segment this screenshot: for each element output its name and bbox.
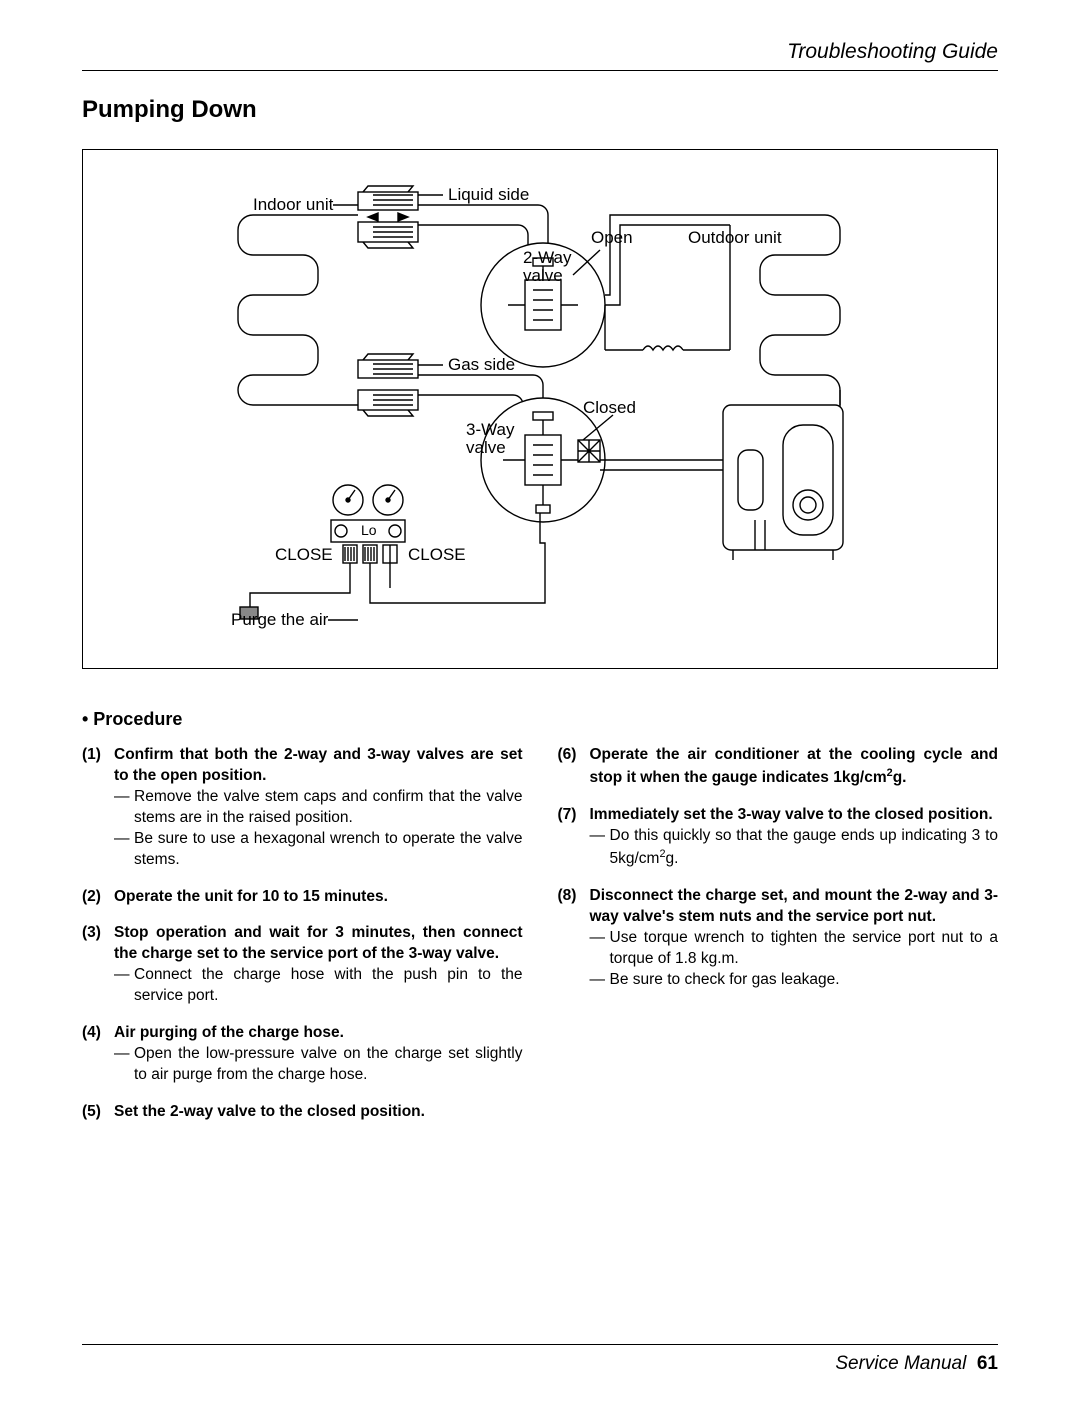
step-bullet: —Use torque wrench to tighten the servic… — [590, 928, 999, 970]
step-body: Operate the unit for 10 to 15 minutes. — [114, 887, 523, 908]
procedure-step: (7)Immediately set the 3-way valve to th… — [558, 805, 999, 870]
step-title: Air purging of the charge hose. — [114, 1023, 523, 1044]
bullet-text: Remove the valve stem caps and confirm t… — [134, 787, 523, 829]
footer-page: 61 — [977, 1353, 998, 1374]
label-gas-side: Gas side — [448, 355, 515, 375]
step-number: (8) — [558, 886, 590, 991]
diagram-svg — [83, 150, 999, 670]
page-header: Troubleshooting Guide — [82, 40, 998, 71]
step-body: Disconnect the charge set, and mount the… — [590, 886, 999, 991]
procedure-columns: (1)Confirm that both the 2-way and 3-way… — [82, 745, 998, 1139]
procedure-col-right: (6)Operate the air conditioner at the co… — [558, 745, 999, 1139]
step-number: (6) — [558, 745, 590, 789]
step-title: Immediately set the 3-way valve to the c… — [590, 805, 999, 826]
label-close-right: CLOSE — [408, 545, 466, 565]
bullet-dash: — — [114, 829, 134, 871]
step-number: (4) — [82, 1023, 114, 1086]
step-bullet: —Connect the charge hose with the push p… — [114, 965, 523, 1007]
procedure-step: (6)Operate the air conditioner at the co… — [558, 745, 999, 789]
bullet-text: Open the low-pressure valve on the charg… — [134, 1044, 523, 1086]
section-title: Pumping Down — [82, 96, 998, 124]
bullet-text: Use torque wrench to tighten the service… — [610, 928, 999, 970]
step-bullet: —Remove the valve stem caps and confirm … — [114, 787, 523, 829]
bullet-text: Be sure to use a hexagonal wrench to ope… — [134, 829, 523, 871]
step-title: Stop operation and wait for 3 minutes, t… — [114, 923, 523, 965]
procedure-step: (4)Air purging of the charge hose.—Open … — [82, 1023, 523, 1086]
label-outdoor-unit: Outdoor unit — [688, 228, 782, 248]
step-body: Confirm that both the 2-way and 3-way va… — [114, 745, 523, 871]
step-title: Operate the air conditioner at the cooli… — [590, 745, 999, 789]
label-valve-top: valve — [523, 266, 563, 286]
label-closed: Closed — [583, 398, 636, 418]
bullet-text: Be sure to check for gas leakage. — [610, 970, 840, 991]
label-indoor-unit: Indoor unit — [253, 195, 333, 215]
label-open: Open — [591, 228, 633, 248]
bullet-dash: — — [590, 928, 610, 970]
step-title: Disconnect the charge set, and mount the… — [590, 886, 999, 928]
pumping-down-diagram: Indoor unit Liquid side Outdoor unit Ope… — [82, 149, 998, 669]
procedure-step: (8)Disconnect the charge set, and mount … — [558, 886, 999, 991]
step-number: (3) — [82, 923, 114, 1007]
procedure-step: (3)Stop operation and wait for 3 minutes… — [82, 923, 523, 1007]
step-number: (1) — [82, 745, 114, 871]
bullet-text: Connect the charge hose with the push pi… — [134, 965, 523, 1007]
step-number: (7) — [558, 805, 590, 870]
bullet-text: Do this quickly so that the gauge ends u… — [610, 826, 999, 870]
procedure-title: • Procedure — [82, 709, 998, 730]
label-lo: Lo — [361, 522, 377, 538]
step-number: (5) — [82, 1102, 114, 1123]
step-bullet: —Be sure to check for gas leakage. — [590, 970, 999, 991]
label-liquid-side: Liquid side — [448, 185, 529, 205]
label-close-left: CLOSE — [275, 545, 333, 565]
step-body: Stop operation and wait for 3 minutes, t… — [114, 923, 523, 1007]
page-footer: Service Manual 61 — [82, 1344, 998, 1375]
bullet-dash: — — [590, 970, 610, 991]
label-valve-bot: valve — [466, 438, 506, 458]
step-title: Set the 2-way valve to the closed positi… — [114, 1102, 523, 1123]
header-title: Troubleshooting Guide — [787, 40, 998, 63]
step-body: Immediately set the 3-way valve to the c… — [590, 805, 999, 870]
step-bullet: —Open the low-pressure valve on the char… — [114, 1044, 523, 1086]
procedure-step: (2)Operate the unit for 10 to 15 minutes… — [82, 887, 523, 908]
procedure-step: (5)Set the 2-way valve to the closed pos… — [82, 1102, 523, 1123]
bullet-dash: — — [114, 1044, 134, 1086]
procedure-step: (1)Confirm that both the 2-way and 3-way… — [82, 745, 523, 871]
step-number: (2) — [82, 887, 114, 908]
bullet-dash: — — [114, 787, 134, 829]
label-three-way: 3-Way — [466, 420, 515, 440]
step-title: Confirm that both the 2-way and 3-way va… — [114, 745, 523, 787]
step-title: Operate the unit for 10 to 15 minutes. — [114, 887, 523, 908]
bullet-dash: — — [114, 965, 134, 1007]
step-body: Operate the air conditioner at the cooli… — [590, 745, 999, 789]
procedure-col-left: (1)Confirm that both the 2-way and 3-way… — [82, 745, 523, 1139]
step-bullet: —Do this quickly so that the gauge ends … — [590, 826, 999, 870]
step-body: Set the 2-way valve to the closed positi… — [114, 1102, 523, 1123]
label-purge-air: Purge the air — [231, 610, 328, 630]
step-bullet: —Be sure to use a hexagonal wrench to op… — [114, 829, 523, 871]
footer-label: Service Manual — [835, 1353, 966, 1374]
step-body: Air purging of the charge hose.—Open the… — [114, 1023, 523, 1086]
label-two-way: 2-Way — [523, 248, 572, 268]
bullet-dash: — — [590, 826, 610, 870]
